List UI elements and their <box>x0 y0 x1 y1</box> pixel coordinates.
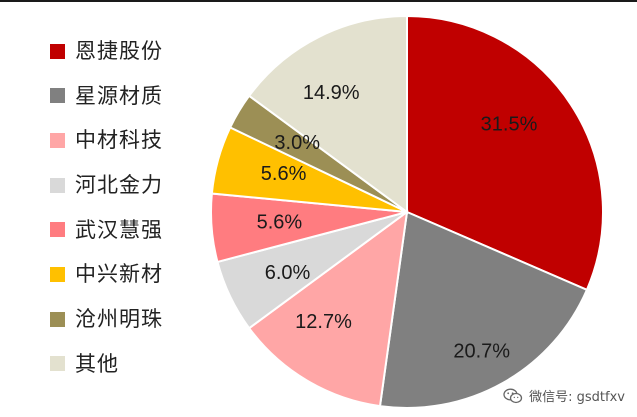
legend-item-1: 恩捷股份 <box>50 36 163 66</box>
slice-value-label-2: 20.7% <box>453 341 510 363</box>
legend-item-3: 中材科技 <box>50 125 163 155</box>
slice-value-label-7: 3.0% <box>274 132 320 154</box>
legend-label: 其他 <box>75 351 119 376</box>
legend-swatch <box>50 222 65 238</box>
slice-value-label-5: 5.6% <box>257 211 303 233</box>
slice-value-label-6: 5.6% <box>261 163 307 185</box>
pie-slice-1 <box>406 14 604 292</box>
legend-label: 沧州明珠 <box>75 307 163 332</box>
legend-label: 中兴新材 <box>75 262 163 287</box>
legend-label: 武汉慧强 <box>75 217 163 242</box>
watermark-text: 微信号: gsdtfxv <box>529 390 625 405</box>
legend-item-7: 沧州明珠 <box>50 304 163 334</box>
legend-swatch <box>50 88 65 104</box>
legend-item-4: 河北金力 <box>50 170 163 200</box>
top-rule <box>0 0 637 2</box>
legend-swatch <box>50 43 65 59</box>
legend-swatch <box>50 177 65 193</box>
watermark: 微信号: gsdtfxv <box>503 386 625 405</box>
legend-item-8: 其他 <box>50 349 163 379</box>
slice-value-label-8: 14.9% <box>303 82 360 104</box>
legend-label: 河北金力 <box>75 173 163 198</box>
legend-swatch <box>50 132 65 148</box>
pie-slice-2 <box>378 210 589 409</box>
legend-item-5: 武汉慧强 <box>50 215 163 245</box>
legend-label: 中材科技 <box>75 128 163 153</box>
legend-label: 恩捷股份 <box>75 39 163 63</box>
wechat-icon <box>503 388 523 403</box>
legend-swatch <box>50 311 65 327</box>
pie-slice-3 <box>247 209 409 408</box>
slice-value-label-3: 12.7% <box>295 311 352 333</box>
chart-legend: 恩捷股份星源材质中材科技河北金力武汉慧强中兴新材沧州明珠其他 <box>50 36 163 394</box>
slice-value-label-4: 6.0% <box>265 262 311 284</box>
legend-swatch <box>50 356 65 372</box>
legend-label: 星源材质 <box>75 83 163 108</box>
legend-item-6: 中兴新材 <box>50 259 163 289</box>
legend-item-2: 星源材质 <box>50 81 163 111</box>
pie-slice-8 <box>247 14 408 214</box>
legend-swatch <box>50 266 65 282</box>
slice-value-label-1: 31.5% <box>481 114 538 136</box>
